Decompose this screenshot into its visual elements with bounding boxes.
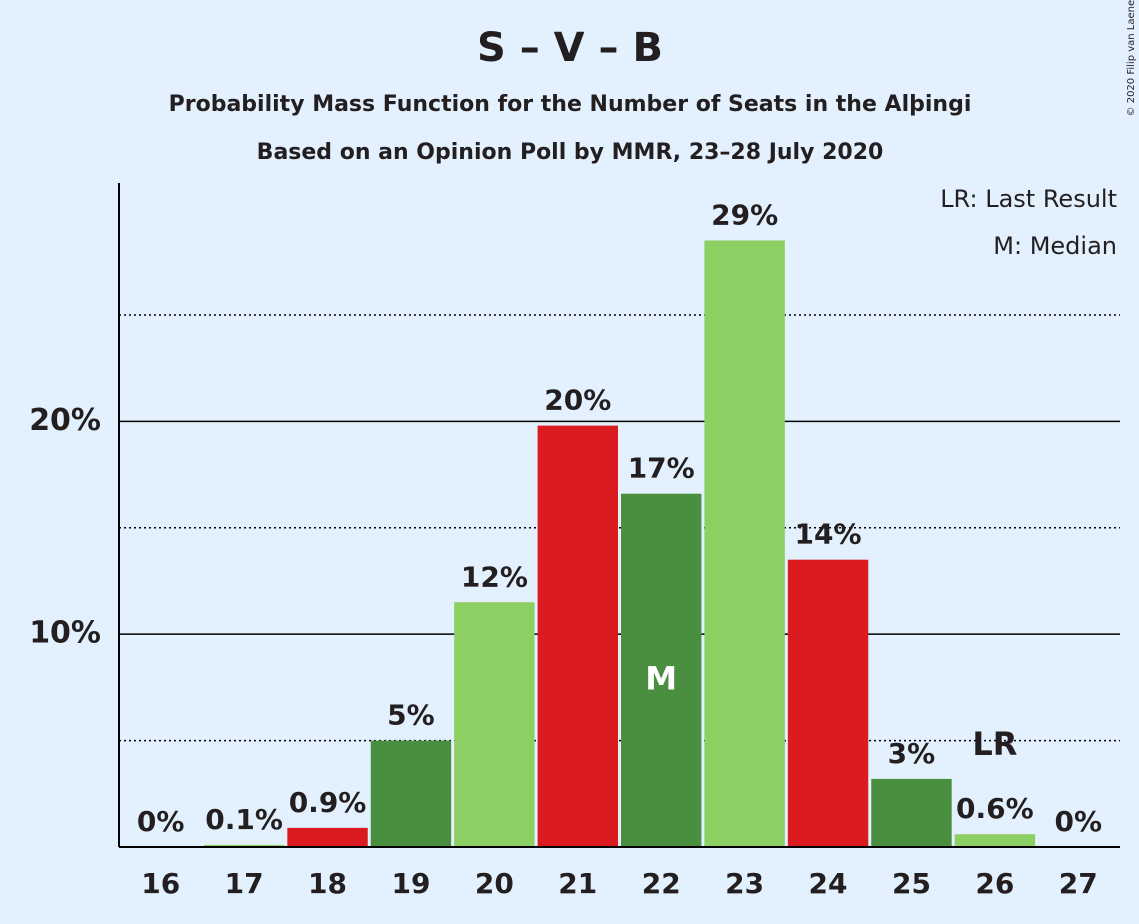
chart-title: S – V – B — [477, 25, 663, 71]
bar — [370, 740, 452, 847]
value-label: 3% — [888, 737, 936, 770]
bar — [537, 425, 618, 847]
value-label: 0.9% — [289, 786, 367, 819]
annotation: LR — [972, 725, 1017, 763]
bar — [621, 493, 702, 847]
value-label: 5% — [387, 699, 435, 732]
value-label: 0% — [1055, 805, 1103, 838]
x-tick-label: 22 — [642, 867, 681, 900]
bar — [287, 827, 368, 847]
value-label: 0.6% — [956, 792, 1034, 825]
bar — [203, 844, 285, 847]
chart-subtitle: Probability Mass Function for the Number… — [169, 92, 972, 117]
y-tick-label: 20% — [29, 403, 101, 438]
x-tick-label: 26 — [975, 867, 1014, 900]
x-tick-label: 16 — [141, 867, 180, 900]
bar — [787, 559, 869, 847]
annotation: M — [645, 659, 677, 697]
x-tick-label: 18 — [308, 867, 347, 900]
legend-note: LR: Last Result — [940, 185, 1117, 213]
value-label: 17% — [628, 452, 695, 485]
value-label: 0.1% — [205, 803, 283, 836]
x-tick-label: 17 — [225, 867, 264, 900]
bar — [871, 778, 952, 847]
value-label: 29% — [711, 198, 778, 231]
x-tick-label: 23 — [725, 867, 764, 900]
x-tick-label: 19 — [391, 867, 430, 900]
bar — [454, 602, 535, 847]
bar — [954, 834, 1036, 847]
credit: © 2020 Filip van Laenen — [1126, 0, 1137, 116]
x-tick-label: 25 — [892, 867, 931, 900]
value-label: 0% — [137, 805, 185, 838]
legend-note: M: Median — [993, 232, 1117, 260]
x-tick-label: 24 — [809, 867, 848, 900]
value-label: 14% — [795, 518, 862, 551]
x-tick-label: 27 — [1059, 867, 1098, 900]
value-label: 12% — [461, 560, 528, 593]
y-tick-label: 10% — [29, 616, 101, 651]
bar — [704, 240, 785, 847]
x-tick-label: 20 — [475, 867, 514, 900]
value-label: 20% — [544, 384, 611, 417]
x-tick-label: 21 — [558, 867, 597, 900]
chart-subtitle: Based on an Opinion Poll by MMR, 23–28 J… — [257, 140, 884, 165]
